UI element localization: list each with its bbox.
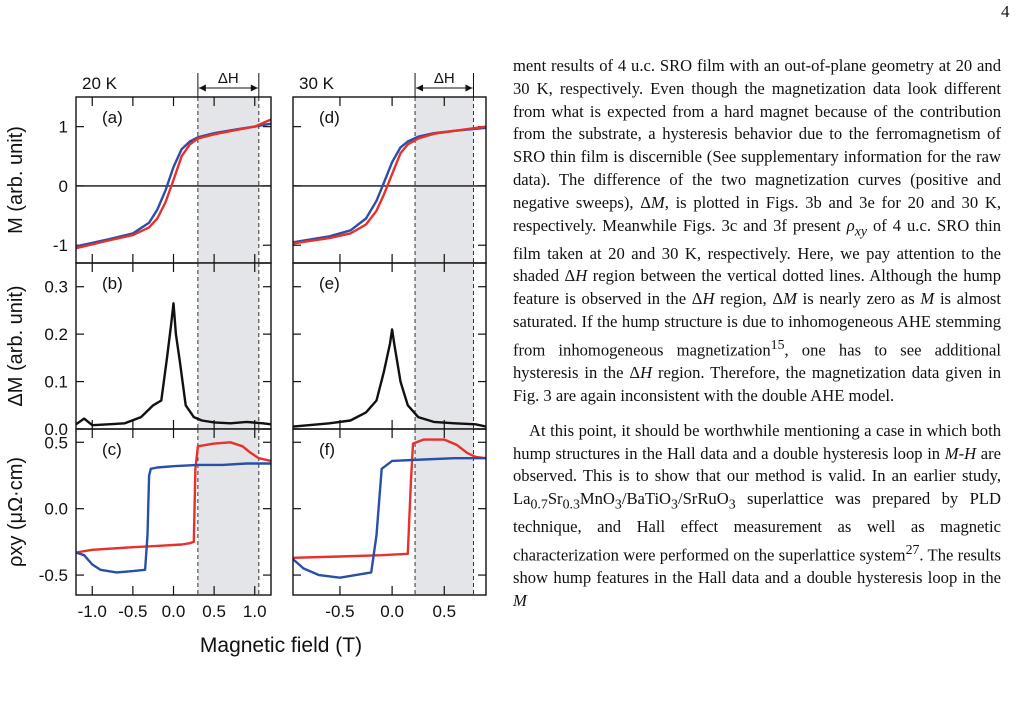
panel-label-b: (b) (102, 274, 123, 293)
panel-label-f: (f) (319, 440, 335, 459)
y-tick-label-b-2: 0.1 (44, 373, 68, 392)
y-tick-label-b-0: 0.3 (44, 278, 68, 297)
x-tick-label-f-2: 0.5 (432, 602, 456, 621)
y-tick-label-a-1: 0 (59, 177, 68, 196)
shaded-region-e (415, 263, 474, 429)
shaded-region-f (415, 429, 474, 595)
panel-label-d: (d) (319, 108, 340, 127)
dh-label-d: ΔH (434, 70, 455, 87)
shaded-region-c (197, 429, 259, 595)
x-tick-label-c-1: -0.5 (118, 602, 147, 621)
series-line-a-1 (75, 118, 272, 250)
x-axis-title: Magnetic field (T) (200, 634, 362, 657)
y-tick-label-a-2: -1 (53, 236, 68, 255)
y-axis-title-1: ΔM (arb. unit) (5, 285, 27, 406)
x-tick-label-f-0: -0.5 (325, 602, 354, 621)
series-line-f-1 (292, 457, 486, 579)
temp-label-d: 30 K (299, 74, 335, 93)
panel-frame-c (75, 428, 272, 596)
x-tick-label-c-2: 0.0 (162, 602, 186, 621)
body-text: ment results of 4 u.c. SRO film with an … (513, 55, 1001, 613)
panel-label-e: (e) (319, 274, 340, 293)
series-line-b-0 (75, 302, 272, 427)
y-tick-label-b-3: 0.0 (44, 420, 68, 439)
dh-arrowhead-right-a (250, 84, 258, 92)
series-line-e-0 (292, 328, 487, 428)
y-axis-title-2: ρxy (μΩ·cm) (5, 457, 27, 567)
x-tick-label-f-1: 0.0 (380, 602, 404, 621)
dh-arrowhead-left-d (416, 84, 424, 92)
y-tick-label-c-2: -0.5 (39, 566, 68, 585)
figure-svg: 10-1(a)20 K ΔH0.30.20.10.0(b)0.50.0-0.5-1… (5, 70, 487, 657)
x-tick-label-c-3: 0.5 (202, 602, 226, 621)
y-tick-label-c-0: 0.5 (44, 433, 68, 452)
y-axis-title-0: M (arb. unit) (5, 126, 27, 234)
panel-frame-f (292, 428, 487, 596)
shaded-region-d (415, 97, 474, 263)
dh-arrowhead-right-d (465, 84, 473, 92)
x-tick-label-c-4: 1.0 (243, 602, 267, 621)
y-tick-label-b-1: 0.2 (44, 325, 68, 344)
y-tick-label-a-0: 1 (59, 118, 68, 137)
series-line-c-1 (75, 462, 271, 574)
shaded-region-b (197, 263, 259, 429)
paragraph-1: ment results of 4 u.c. SRO film with an … (513, 56, 1001, 405)
panel-label-a: (a) (102, 108, 123, 127)
figure-3: 1 0 -1 (a) 20 K ΔH 0.3 0.2 0.1 0.0 (b) 0.5 0.0 -0.5 -1… (0, 0, 500, 707)
y-tick-label-c-1: 0.0 (44, 500, 68, 519)
paragraph-2: At this point, it should be worthwhile m… (513, 420, 1001, 611)
series-line-d-1 (292, 125, 487, 245)
panel-label-c: (c) (102, 440, 122, 459)
series-line-c-0 (75, 441, 272, 554)
dh-label-a: ΔH (218, 70, 239, 87)
dh-arrowhead-left-a (198, 84, 206, 92)
x-tick-label-c-0: -1.0 (78, 602, 107, 621)
shaded-region-a (197, 97, 259, 263)
temp-label-a: 20 K (82, 74, 118, 93)
page-number: 4 (1001, 2, 1010, 21)
